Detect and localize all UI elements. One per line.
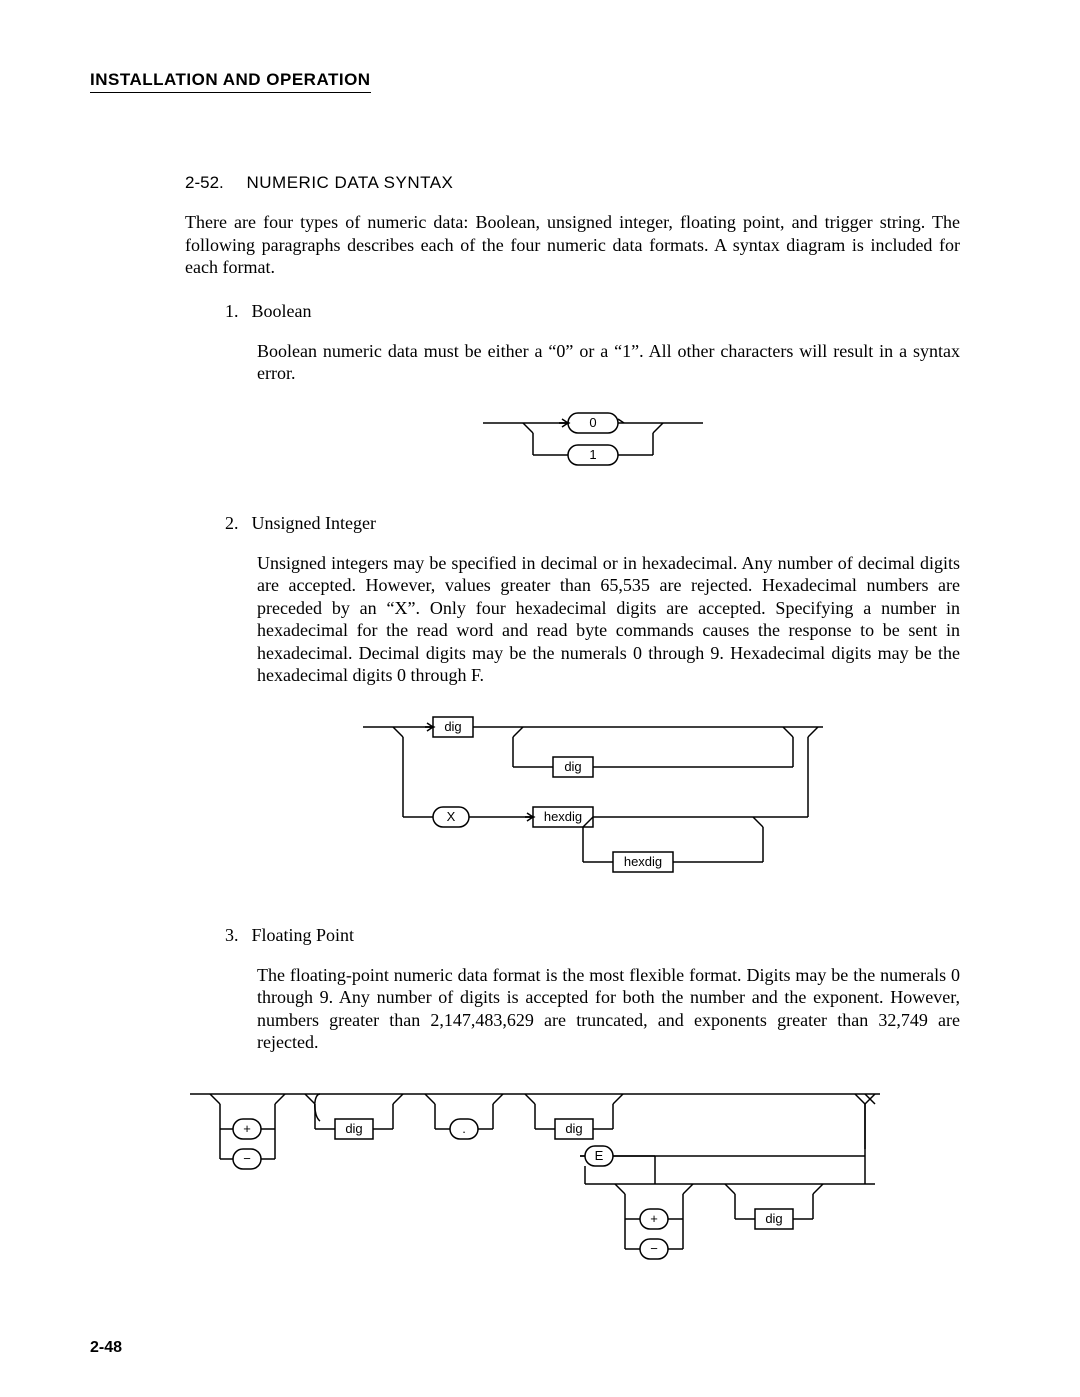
token-zero: 0 (589, 415, 596, 430)
section-intro: There are four types of numeric data: Bo… (185, 211, 960, 279)
enum-number: 3. (225, 925, 247, 946)
token-dig: dig (444, 719, 461, 734)
token-hexdig: hexdig (623, 854, 661, 869)
page: INSTALLATION AND OPERATION 2-52. NUMERIC… (0, 0, 1080, 1397)
page-number: 2-48 (90, 1339, 122, 1357)
token-dig: dig (565, 1121, 582, 1136)
token-dig: dig (765, 1211, 782, 1226)
enum-body: Boolean numeric data must be either a “0… (257, 340, 960, 385)
token-plus: + (243, 1121, 251, 1136)
enum-float: 3. Floating Point The floating-point num… (225, 925, 960, 1054)
section-title: NUMERIC DATA SYNTAX (246, 173, 453, 192)
enum-title: Boolean (252, 301, 312, 321)
enum-heading: 1. Boolean (225, 301, 960, 322)
enum-body: The floating-point numeric data format i… (257, 964, 960, 1054)
token-hexdig: hexdig (543, 809, 581, 824)
section-number: 2-52. (185, 173, 224, 192)
token-e: E (595, 1148, 604, 1163)
token-dot: . (462, 1121, 466, 1136)
running-header: INSTALLATION AND OPERATION (90, 70, 371, 93)
enum-title: Floating Point (252, 925, 355, 945)
token-plus: + (650, 1211, 658, 1226)
enum-body: Unsigned integers may be specified in de… (257, 552, 960, 687)
diagram-unsigned: dig dig X hexdig hexdig (353, 707, 833, 897)
enum-boolean: 1. Boolean Boolean numeric data must be … (225, 301, 960, 485)
token-dig: dig (345, 1121, 362, 1136)
token-x: X (446, 809, 455, 824)
content: 2-52. NUMERIC DATA SYNTAX There are four… (185, 173, 960, 1284)
token-dig: dig (564, 759, 581, 774)
token-one: 1 (589, 447, 596, 462)
enum-number: 2. (225, 513, 247, 534)
diagram-float: + − dig . dig E + − dig (185, 1074, 885, 1284)
diagram-boolean: 0 1 (473, 405, 713, 485)
enum-title: Unsigned Integer (252, 513, 376, 533)
enum-heading: 3. Floating Point (225, 925, 960, 946)
enum-unsigned: 2. Unsigned Integer Unsigned integers ma… (225, 513, 960, 897)
token-minus: − (243, 1151, 251, 1166)
token-minus: − (650, 1241, 658, 1256)
enum-heading: 2. Unsigned Integer (225, 513, 960, 534)
section-heading: 2-52. NUMERIC DATA SYNTAX (185, 173, 960, 193)
enum-number: 1. (225, 301, 247, 322)
